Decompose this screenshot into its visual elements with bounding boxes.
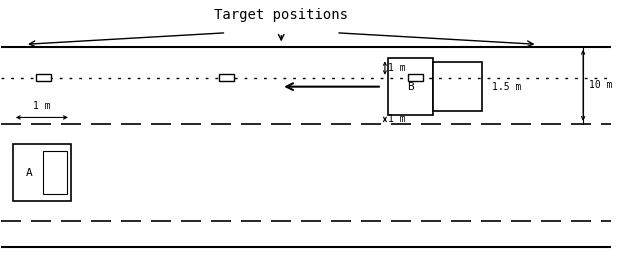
Text: A: A (26, 168, 33, 178)
Text: 10 m: 10 m (589, 80, 612, 90)
Bar (433, 62, 483, 111)
Bar (43, 151, 67, 194)
Text: B: B (407, 82, 414, 92)
Text: 1 m: 1 m (33, 101, 51, 111)
Bar (388, 58, 433, 115)
Text: Target positions: Target positions (214, 8, 348, 22)
Text: 1.5 m: 1.5 m (492, 82, 521, 92)
Bar (408, 74, 423, 81)
Bar (36, 74, 51, 81)
Bar (219, 74, 234, 81)
Text: 1 m: 1 m (388, 63, 405, 73)
Bar (13, 144, 71, 201)
Text: 1 m: 1 m (388, 114, 405, 124)
